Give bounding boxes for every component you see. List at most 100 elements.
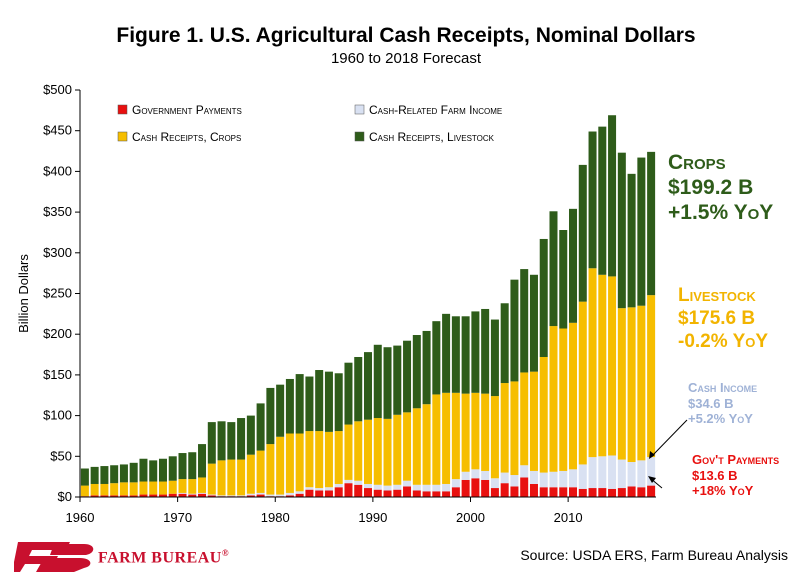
bar-government-payments xyxy=(422,491,431,497)
bar-cash-receipts-crops xyxy=(393,414,402,485)
bar-cash-receipts-livestock xyxy=(608,115,617,277)
legend-entry: Government Payments xyxy=(132,103,242,117)
bar-cash-receipts-livestock xyxy=(627,173,636,308)
bar-cash-receipts-livestock xyxy=(500,303,509,384)
x-tick-label: 1970 xyxy=(163,510,192,525)
bar-cash-related-farm-income xyxy=(432,484,441,492)
bar-government-payments xyxy=(461,479,470,497)
bar-government-payments xyxy=(617,488,626,497)
bar-government-payments xyxy=(608,488,617,497)
bar-cash-related-farm-income xyxy=(295,491,304,494)
bar-cash-related-farm-income xyxy=(578,464,587,489)
bar-cash-receipts-crops xyxy=(471,392,480,470)
bar-cash-related-farm-income xyxy=(481,470,490,480)
bar-government-payments xyxy=(295,493,304,497)
bar-government-payments xyxy=(178,493,187,497)
bar-cash-related-farm-income xyxy=(510,475,519,487)
bar-cash-receipts-livestock xyxy=(217,421,226,461)
bar-cash-receipts-livestock xyxy=(354,356,363,422)
bar-government-payments xyxy=(510,486,519,497)
bar-cash-receipts-crops xyxy=(207,463,216,495)
bar-cash-receipts-livestock xyxy=(198,444,207,478)
x-tick-label: 1980 xyxy=(261,510,290,525)
livestock-annotation-label: Livestock xyxy=(678,285,756,306)
bar-cash-related-farm-income xyxy=(198,492,207,494)
bar-cash-related-farm-income xyxy=(617,459,626,489)
y-tick-label: $300 xyxy=(43,245,72,260)
bar-cash-receipts-crops xyxy=(529,371,538,471)
bar-government-payments xyxy=(246,495,255,497)
bar-cash-related-farm-income xyxy=(627,461,636,487)
y-tick-label: $350 xyxy=(43,204,72,219)
bar-cash-receipts-livestock xyxy=(637,157,646,306)
bar-cash-receipts-livestock xyxy=(256,403,265,451)
bar-cash-receipts-crops xyxy=(315,431,324,489)
bar-government-payments xyxy=(168,493,177,497)
y-tick-label: $250 xyxy=(43,286,72,301)
bar-cash-receipts-livestock xyxy=(598,126,607,275)
bar-cash-receipts-crops xyxy=(90,483,99,496)
bar-government-payments xyxy=(451,487,460,497)
logo-wordmark: FARM BUREAU xyxy=(98,549,222,567)
bar-cash-receipts-crops xyxy=(344,424,353,480)
bar-cash-receipts-crops xyxy=(617,308,626,460)
bar-government-payments xyxy=(539,487,548,497)
bar-cash-receipts-crops xyxy=(559,328,568,471)
bar-cash-receipts-livestock xyxy=(246,415,255,455)
bar-government-payments xyxy=(393,489,402,497)
farm-bureau-logo-text: FARM BUREAU® xyxy=(98,548,229,567)
bar-cash-receipts-crops xyxy=(188,479,197,494)
gov-payments-annotation-change: +18% YoY xyxy=(692,483,754,499)
bar-cash-related-farm-income xyxy=(334,483,343,488)
bar-cash-related-farm-income xyxy=(188,493,197,495)
bar-government-payments xyxy=(578,488,587,497)
bar-cash-related-farm-income xyxy=(393,484,402,490)
bar-cash-receipts-crops xyxy=(266,444,275,495)
legend-entry: Cash Receipts, Livestock xyxy=(369,130,495,144)
bar-cash-receipts-crops xyxy=(80,485,89,497)
bar-cash-receipts-crops xyxy=(451,392,460,480)
bar-cash-receipts-livestock xyxy=(559,230,568,329)
bar-government-payments xyxy=(119,495,128,497)
bar-cash-receipts-livestock xyxy=(490,319,499,397)
y-tick-label: $0 xyxy=(58,489,72,504)
bar-government-payments xyxy=(139,494,148,497)
bar-cash-receipts-crops xyxy=(510,381,519,476)
bar-cash-receipts-crops xyxy=(119,482,128,496)
legend-swatch xyxy=(117,131,128,142)
bar-cash-receipts-livestock xyxy=(324,371,333,432)
crops-annotation: Crops $199.2 B +1.5% YoY xyxy=(668,150,773,226)
bar-cash-receipts-livestock xyxy=(168,456,177,481)
bar-cash-related-farm-income xyxy=(217,495,226,497)
bar-cash-receipts-livestock xyxy=(334,373,343,432)
bar-cash-related-farm-income xyxy=(305,487,314,490)
x-tick-label: 2000 xyxy=(456,510,485,525)
bar-cash-receipts-crops xyxy=(383,418,392,486)
bar-cash-receipts-crops xyxy=(256,450,265,493)
legend-swatch xyxy=(354,131,365,142)
cash-income-annotation-label: Cash Income xyxy=(688,380,758,395)
gov-payments-annotation-value: $13.6 B xyxy=(692,467,738,483)
bar-cash-receipts-livestock xyxy=(451,316,460,393)
bar-cash-receipts-livestock xyxy=(393,345,402,415)
bar-cash-receipts-livestock xyxy=(461,316,470,394)
bar-government-payments xyxy=(471,478,480,497)
bar-cash-receipts-livestock xyxy=(295,374,304,434)
bar-government-payments xyxy=(520,477,529,497)
bar-government-payments xyxy=(90,495,99,497)
bar-cash-related-farm-income xyxy=(354,480,363,485)
bar-cash-receipts-livestock xyxy=(100,466,109,484)
bar-cash-receipts-crops xyxy=(198,477,207,493)
bar-cash-related-farm-income xyxy=(315,488,324,491)
bar-cash-receipts-livestock xyxy=(549,211,558,327)
bar-government-payments xyxy=(412,490,421,497)
livestock-annotation-change: -0.2% YoY xyxy=(678,330,769,352)
bar-cash-receipts-livestock xyxy=(373,344,382,419)
y-axis-label: Billion Dollars xyxy=(16,254,31,333)
bar-cash-related-farm-income xyxy=(256,492,265,495)
bar-cash-related-farm-income xyxy=(383,485,392,491)
bar-cash-receipts-livestock xyxy=(539,238,548,357)
bar-cash-receipts-crops xyxy=(403,412,412,481)
axes: Billion Dollars 1960 1970 1980 1990 2000 2010 xyxy=(16,90,656,525)
bar-cash-receipts-crops xyxy=(237,459,246,496)
